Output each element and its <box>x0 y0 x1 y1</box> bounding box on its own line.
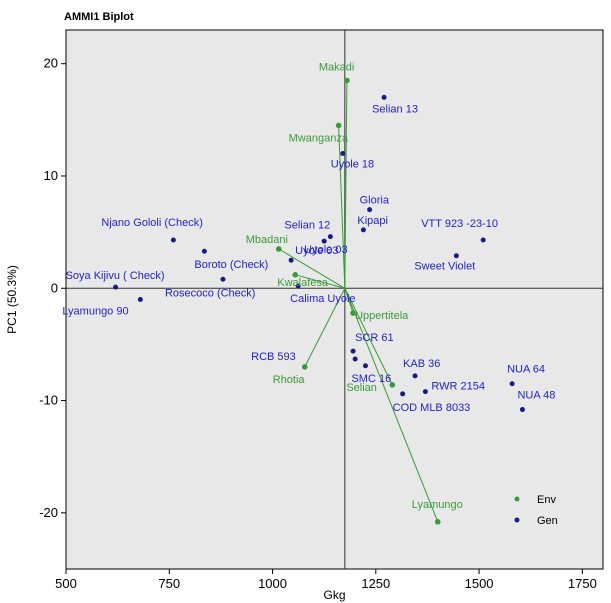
genotype-point <box>453 253 459 259</box>
chart-title: AMMI1 Biplot <box>64 11 134 23</box>
genotype-point <box>509 381 515 387</box>
genotype-point <box>350 348 356 354</box>
environment-point <box>335 122 342 129</box>
y-tick-label: 20 <box>44 56 58 71</box>
y-tick-label: 10 <box>44 168 58 183</box>
genotype-point <box>170 237 176 243</box>
genotype-point <box>360 227 366 233</box>
y-tick-label: 0 <box>51 280 58 295</box>
genotype-point <box>220 276 226 282</box>
environment-point <box>389 382 396 388</box>
genotype-point <box>288 257 294 263</box>
genotype-layer: Selian 13 Uyole 18 Gloria Kipapi Selian 12 Uy… <box>62 94 555 414</box>
x-tick-label: 500 <box>55 576 77 591</box>
env-vector <box>295 274 345 289</box>
genotype-point <box>352 356 358 362</box>
legend-env-marker <box>514 496 520 502</box>
environment-point <box>344 77 350 84</box>
genotype-label: Calima Uyole <box>290 293 355 305</box>
genotype-label: Selian 12 <box>284 220 330 232</box>
genotype-label: Uyole 03 <box>304 244 347 256</box>
env-vectors <box>278 80 439 523</box>
x-tick-label: 1750 <box>568 576 597 591</box>
genotype-point <box>340 151 346 157</box>
env-vector <box>344 288 393 386</box>
genotype-label: VTT 923 -23-10 <box>421 218 498 230</box>
genotype-label: KAB 36 <box>403 358 440 370</box>
env-vector <box>278 248 346 289</box>
x-tick-label: 1000 <box>258 576 287 591</box>
genotype-point <box>137 297 143 302</box>
environment-label: Rhotia <box>273 374 306 386</box>
genotype-point <box>327 234 333 240</box>
genotype-point <box>400 391 406 397</box>
environment-label: Lyamungo <box>412 499 463 511</box>
environment-point <box>301 364 308 370</box>
environment-label: Kwalafesa <box>277 277 329 289</box>
genotype-label: Boroto (Check) <box>194 259 268 271</box>
genotype-point <box>367 207 373 213</box>
environment-label: Mwanganza <box>289 132 349 144</box>
genotype-label: Gloria <box>360 195 390 207</box>
legend-gen-marker <box>514 517 520 523</box>
environment-point <box>350 310 356 316</box>
env-vector <box>304 288 346 368</box>
genotype-label: Lyamungo 90 <box>62 306 128 318</box>
axes-layer: 500 750 1000 1250 1500 1750 -20 -10 0 10 20 <box>39 30 603 591</box>
y-tick-label: -10 <box>39 393 58 408</box>
genotype-point <box>321 238 327 244</box>
genotype-label: Soya Kijivu ( Check) <box>66 270 165 282</box>
environment-label: Uppertitela <box>355 310 409 322</box>
x-axis-label: Gkg <box>323 588 345 602</box>
genotype-label: NUA 64 <box>507 364 545 376</box>
genotype-label: Njano Gololi (Check) <box>101 217 202 229</box>
legend-gen-label: Gen <box>537 515 558 527</box>
genotype-label: RCB 593 <box>251 351 296 363</box>
plot-area <box>65 29 604 570</box>
genotype-point <box>412 373 418 379</box>
environment-label: Makadi <box>319 62 354 74</box>
env-vector <box>338 125 346 289</box>
genotype-point <box>113 284 119 290</box>
x-tick-label: 1250 <box>361 576 390 591</box>
genotype-point <box>422 389 428 395</box>
legend-env-label: Env <box>537 494 556 506</box>
genotype-label: COD MLB 8033 <box>393 402 471 414</box>
x-tick-label: 750 <box>158 576 180 591</box>
genotype-point <box>201 248 207 254</box>
environment-label: Mbadani <box>246 234 288 246</box>
genotype-label: NUA 48 <box>517 390 555 402</box>
genotype-label: Sweet Violet <box>414 261 475 273</box>
genotype-label: SCR 61 <box>355 332 394 344</box>
y-tick-label: -20 <box>39 505 58 520</box>
genotype-point <box>362 363 368 369</box>
environment-label: Selian <box>346 382 377 394</box>
environment-layer: Makadi Mwanganza Mbadani Kwalafesa Uppertite… <box>246 62 463 525</box>
legend: Env Gen <box>514 494 558 527</box>
genotype-point <box>519 407 525 413</box>
genotype-label: Uyole 18 <box>331 159 374 171</box>
genotype-point <box>295 283 301 289</box>
env-vector <box>344 288 439 523</box>
genotype-point <box>480 237 486 243</box>
env-vector <box>344 80 348 289</box>
genotype-label: Rosecoco (Check) <box>165 287 255 299</box>
environment-point <box>292 271 299 278</box>
genotype-label: Kipapi <box>357 215 388 227</box>
genotype-label: SMC 16 <box>351 373 391 385</box>
environment-point <box>434 519 441 525</box>
genotype-label: Selian 13 <box>372 103 418 115</box>
x-tick-label: 1500 <box>465 576 494 591</box>
y-axis-label: PC1 (50.3%) <box>5 265 19 334</box>
genotype-label: Uyole 03 <box>295 245 338 257</box>
genotype-point <box>381 94 387 100</box>
environment-point <box>275 246 282 252</box>
genotype-label: RWR 2154 <box>431 381 485 393</box>
